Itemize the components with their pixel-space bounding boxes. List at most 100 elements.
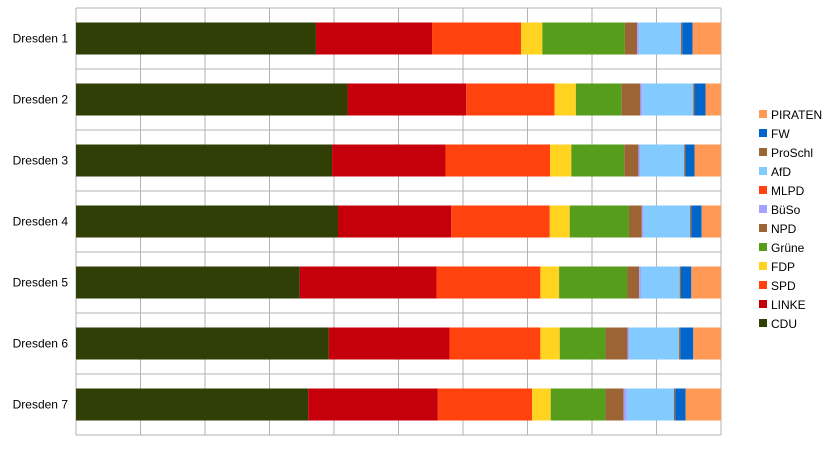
legend-swatch (759, 300, 767, 308)
legend-label: FW (771, 127, 790, 141)
bar-segment-proschl (679, 266, 682, 299)
legend-swatch (759, 129, 767, 137)
bar-segment-fdp (532, 388, 551, 421)
bar-segment-cdu (76, 327, 329, 360)
bar-segment-proschl (673, 388, 676, 421)
legend-label: CDU (771, 317, 797, 331)
bar-segment-spd (445, 144, 551, 177)
bar-segment-büso (641, 205, 644, 238)
bar-segment-fdp (554, 83, 576, 116)
legend-swatch (759, 110, 767, 118)
category-label: Dresden 1 (13, 32, 69, 46)
category-label: Dresden 2 (13, 93, 69, 107)
bar-segment-npd (624, 144, 639, 177)
legend-label: LINKE (771, 298, 806, 312)
bar-segment-spd (451, 205, 550, 238)
bar-segment-npd (628, 205, 642, 238)
bar-segment-afd (641, 266, 680, 299)
legend-label: BüSo (771, 203, 801, 217)
bar-segment-proschl (681, 22, 683, 55)
bar-segment-cdu (76, 144, 333, 177)
bars-group (76, 22, 721, 421)
bar-segment-fdp (549, 205, 570, 238)
bar-segment-proschl (679, 327, 681, 360)
bar-segment-afd (642, 83, 694, 116)
bar-segment-npd (624, 22, 638, 55)
bar-segment-spd (437, 388, 533, 421)
bar-segment-büso (639, 266, 642, 299)
bar-segment-afd (640, 144, 685, 177)
bar-segment-fw (681, 266, 692, 299)
bar-segment-npd (627, 266, 640, 299)
bar-segment-piraten (694, 144, 721, 177)
legend-label: SPD (771, 279, 796, 293)
bar-segment-cdu (76, 22, 316, 55)
bar-segment-piraten (693, 327, 721, 360)
bar-segment-spd (432, 22, 522, 55)
bar-segment-fdp (540, 327, 560, 360)
bar-segment-büso (627, 327, 630, 360)
legend-swatch (759, 243, 767, 251)
legend-label: NPD (771, 222, 797, 236)
bar-segment-linke (332, 144, 446, 177)
legend-label: Grüne (771, 241, 805, 255)
category-label: Dresden 6 (13, 337, 69, 351)
bar-segment-piraten (705, 83, 721, 116)
legend-swatch (759, 167, 767, 175)
bar-segment-proschl (690, 205, 692, 238)
legend-label: ProSchl (771, 146, 813, 160)
bar-segment-grüne (559, 327, 606, 360)
bar-segment-cdu (76, 266, 300, 299)
legend-swatch (759, 148, 767, 156)
bar-segment-fw (682, 22, 693, 55)
legend-swatch (759, 319, 767, 327)
bar-segment-fw (694, 83, 706, 116)
bar-segment-spd (449, 327, 541, 360)
bar-segment-piraten (685, 388, 721, 421)
category-label: Dresden 4 (13, 215, 69, 229)
legend-swatch (759, 205, 767, 213)
legend-label: MLPD (771, 184, 805, 198)
bar-segment-linke (328, 327, 450, 360)
bar-segment-npd (605, 327, 628, 360)
bar-segment-linke (337, 205, 452, 238)
bar-segment-linke (315, 22, 433, 55)
category-labels: Dresden 1 Dresden 2 Dresden 3 Dresden 4 Dres… (13, 32, 69, 412)
bar-segment-fw (680, 327, 694, 360)
bar-segment-büso (637, 22, 640, 55)
bar-segment-piraten (701, 205, 721, 238)
bar-segment-cdu (76, 388, 309, 421)
bar-segment-grüne (575, 83, 622, 116)
category-label: Dresden 3 (13, 154, 69, 168)
bar-segment-cdu (76, 83, 348, 116)
bar-segment-linke (347, 83, 467, 116)
bar-segment-fdp (540, 266, 560, 299)
legend-label: AfD (771, 165, 791, 179)
category-label: Dresden 7 (13, 398, 69, 412)
bar-segment-afd (643, 205, 691, 238)
bar-segment-cdu (76, 205, 338, 238)
bar-segment-npd (621, 83, 641, 116)
bar-segment-fw (685, 144, 695, 177)
bar-segment-npd (605, 388, 624, 421)
bar-segment-fw (675, 388, 686, 421)
bar-segment-proschl (684, 144, 686, 177)
bar-segment-afd (629, 327, 680, 360)
bar-segment-büso (640, 83, 643, 116)
category-label: Dresden 5 (13, 276, 69, 290)
bar-segment-fdp (521, 22, 543, 55)
bar-segment-afd (639, 22, 682, 55)
bar-segment-fdp (550, 144, 572, 177)
bar-segment-spd (436, 266, 541, 299)
bar-segment-linke (308, 388, 438, 421)
bar-segment-piraten (692, 22, 721, 55)
bar-segment-grüne (542, 22, 625, 55)
legend-label: PIRATEN (771, 108, 822, 122)
bar-segment-büso (638, 144, 641, 177)
bar-segment-grüne (559, 266, 628, 299)
legend-swatch (759, 224, 767, 232)
bar-segment-grüne (550, 388, 606, 421)
legend-swatch (759, 262, 767, 270)
bar-segment-proschl (693, 83, 695, 116)
